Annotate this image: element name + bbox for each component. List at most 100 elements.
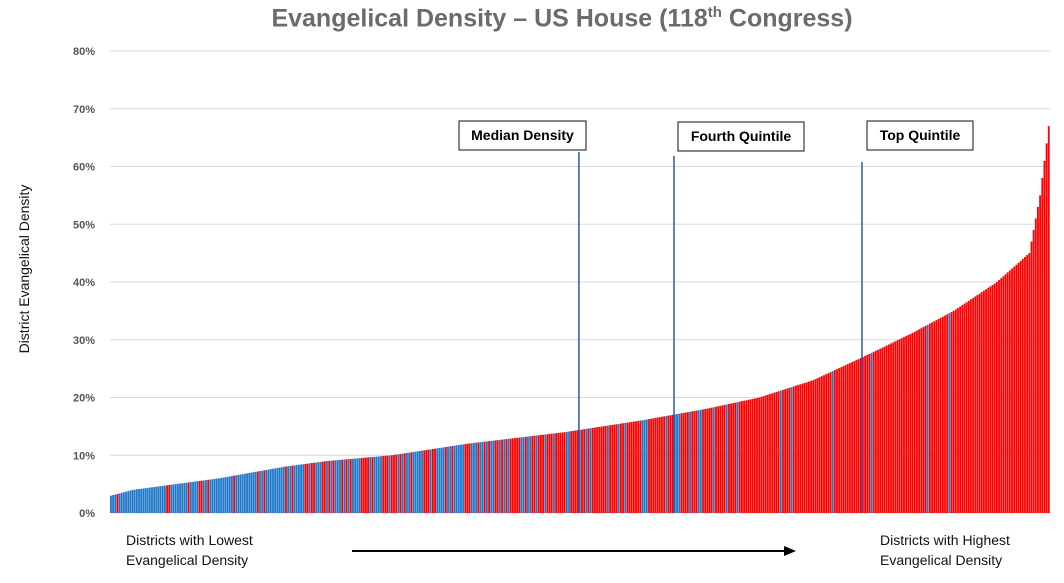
- district-bar: [518, 437, 521, 513]
- district-bar: [501, 439, 503, 513]
- district-bar: [747, 399, 750, 513]
- district-bar: [1008, 270, 1011, 513]
- district-bar: [607, 425, 609, 513]
- y-tick-label: 70%: [73, 104, 95, 116]
- district-bar: [369, 457, 372, 513]
- district-bar: [952, 310, 955, 513]
- district-bar: [890, 343, 892, 513]
- district-bar: [412, 451, 415, 513]
- district-bar: [1006, 272, 1009, 513]
- district-bar: [129, 490, 132, 513]
- district-bar: [563, 432, 566, 513]
- district-bar: [179, 483, 181, 513]
- y-tick-layer: 0% 10% 20% 30% 40% 50% 60% 70% 80%: [73, 46, 95, 520]
- district-bar: [887, 344, 890, 513]
- district-bar: [252, 472, 255, 513]
- district-bar: [805, 382, 808, 513]
- district-bar: [231, 476, 233, 513]
- district-bar: [403, 453, 406, 513]
- district-bar: [356, 458, 359, 513]
- district-bar: [736, 402, 739, 513]
- lowest-density-note-line1: Districts with Lowest: [126, 532, 253, 548]
- district-bar: [980, 292, 983, 513]
- district-bar: [574, 430, 577, 513]
- district-bar: [148, 487, 151, 513]
- district-bar: [189, 482, 192, 513]
- district-bar: [792, 386, 795, 513]
- district-bar: [617, 423, 620, 513]
- district-bar: [983, 290, 985, 513]
- district-bar: [948, 313, 951, 513]
- district-bar: [916, 330, 918, 513]
- district-bar: [503, 439, 506, 513]
- district-bar: [473, 442, 475, 513]
- district-bar: [682, 412, 685, 513]
- district-bar: [196, 481, 199, 513]
- district-bar: [665, 415, 668, 513]
- district-bar: [170, 484, 173, 513]
- district-bar: [118, 493, 121, 513]
- district-bar: [846, 364, 849, 513]
- district-bar: [840, 367, 843, 513]
- district-bar: [475, 442, 478, 513]
- district-bar: [211, 479, 214, 513]
- district-bar: [712, 407, 715, 513]
- district-bar: [825, 374, 828, 513]
- district-bar: [622, 423, 624, 513]
- chart-title-main: Evangelical Density – US House (118: [271, 4, 708, 33]
- district-bar: [1037, 206, 1039, 514]
- district-bar: [946, 314, 949, 513]
- district-bar: [332, 460, 335, 513]
- district-bar: [954, 309, 957, 513]
- district-bar: [406, 452, 408, 513]
- district-bar: [628, 422, 631, 513]
- district-bar: [397, 454, 400, 513]
- district-bar: [864, 356, 866, 513]
- district-bar: [1028, 253, 1031, 513]
- district-bar: [950, 312, 953, 513]
- district-bar: [1015, 264, 1018, 513]
- district-bar: [836, 369, 838, 513]
- district-bar: [723, 404, 726, 513]
- district-bar: [233, 475, 236, 513]
- district-bar: [537, 435, 540, 513]
- district-bar: [133, 489, 136, 513]
- district-bar: [784, 389, 787, 513]
- district-bar: [161, 485, 164, 513]
- district-bar: [263, 470, 266, 513]
- district-bar: [961, 305, 964, 513]
- district-bar: [239, 474, 242, 513]
- district-bar: [1043, 160, 1046, 513]
- district-bar: [993, 283, 996, 513]
- district-bar: [1026, 255, 1029, 514]
- district-bar: [345, 459, 348, 513]
- district-bar: [429, 449, 432, 513]
- district-bar: [1041, 178, 1044, 514]
- district-bar: [1019, 260, 1022, 513]
- district-bar: [362, 457, 365, 513]
- district-bar: [730, 403, 733, 513]
- district-bar: [401, 453, 404, 513]
- district-bar: [483, 441, 486, 513]
- district-bar: [164, 485, 166, 513]
- district-bar: [1039, 195, 1042, 513]
- district-bar: [449, 446, 452, 513]
- district-bar: [1002, 276, 1005, 513]
- district-bar: [453, 445, 456, 513]
- district-bar: [540, 434, 542, 513]
- district-bar: [965, 302, 968, 513]
- district-bar: [269, 469, 272, 513]
- district-bar: [624, 422, 627, 513]
- district-bar: [243, 473, 246, 513]
- district-bar: [568, 431, 570, 513]
- district-bar: [706, 408, 709, 513]
- district-bar: [667, 415, 670, 513]
- district-bar: [661, 416, 663, 513]
- district-bar: [496, 440, 499, 513]
- district-bar: [643, 419, 646, 513]
- district-bar: [807, 381, 810, 513]
- district-bar: [280, 467, 283, 513]
- district-bar: [626, 422, 629, 513]
- district-bar: [1021, 258, 1024, 513]
- district-bar: [738, 401, 741, 513]
